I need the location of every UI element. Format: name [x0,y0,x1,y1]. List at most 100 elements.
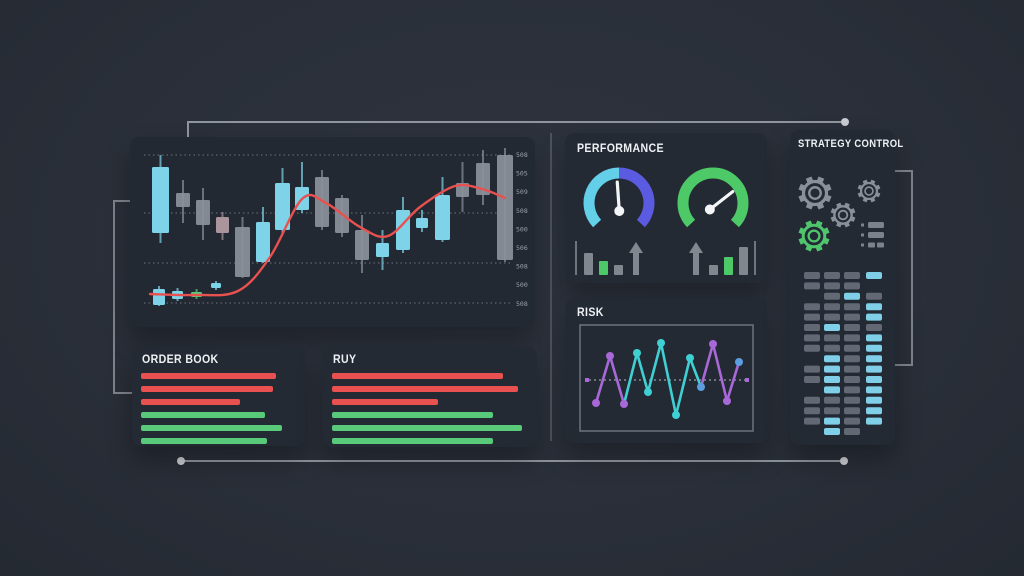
risk-line-segment [594,354,612,405]
mini-bar [709,265,718,275]
frame-top-dot [841,118,849,126]
strategy-grid-cell [804,407,820,415]
strategy-grid-cell [824,324,840,331]
strategy-grid-cell [824,396,840,404]
right-bracket-line [893,170,913,366]
risk-line-segment [635,351,650,394]
y-axis-label: 509 [516,188,528,196]
strategy-grid-cell [844,428,860,435]
risk-line-segment [688,356,703,389]
strategy-grid-cell [824,417,840,425]
depth-bar-red [141,399,241,405]
candle-body [216,217,229,233]
mini-bar [599,261,608,275]
buy-bars [332,373,528,451]
candlestick-chart-panel: 508 505 509 508 500 506 508 500 508 [130,137,535,327]
y-axis-label: 506 [516,244,528,252]
mini-bar-group [689,241,756,275]
candle-body [211,283,221,288]
strategy-grid-cell [824,365,840,373]
risk-data-point [672,411,680,419]
strategy-grid-cell [866,324,882,331]
strategy-control-panel: STRATEGY CONTROL [790,130,903,445]
depth-bar-red [141,373,276,379]
risk-line-segment [622,351,639,406]
candle-body [153,289,165,305]
strategy-grid-cell [804,365,820,373]
mini-bar [584,253,593,275]
risk-line-segment [659,341,678,417]
risk-data-point [592,399,600,407]
depth-bar-green [141,438,267,444]
strategy-grid-cell [866,355,882,363]
strategy-grid-cell [804,324,820,331]
risk-data-point [657,339,665,347]
candle-body [476,163,490,195]
depth-bar-green [332,412,493,418]
risk-line-segment [674,356,692,417]
risk-data-point [686,354,694,362]
depth-bar-red [332,399,438,405]
strategy-grid-cell [844,324,860,331]
y-axis-label: 500 [516,281,528,289]
buy-panel: RUY [323,347,537,447]
strategy-grid-cell [866,344,882,352]
strategy-grid-cell [844,365,860,373]
strategy-grid-cell [804,396,820,404]
depth-bar-red [141,386,273,392]
order-book-bars [141,373,296,451]
strategy-grid-cell [844,292,860,300]
candle-body [235,227,250,277]
risk-line-segment [608,354,626,406]
trend-line [148,183,507,297]
arrow-up-icon [689,242,703,275]
status-row [861,232,884,238]
status-row [861,222,884,228]
mini-bar [739,247,748,275]
y-axis-label: 505 [516,170,528,178]
order-book-panel: ORDER BOOK [132,347,305,446]
strategy-grid-cell [844,355,860,363]
candle-body [435,195,450,240]
strategy-grid-cell [824,344,840,352]
strategy-grid-cell [866,313,882,321]
gauge-needle [614,180,625,216]
strategy-grid-cell [866,303,882,311]
candle-body [275,183,290,230]
gear-icon[interactable] [857,179,881,203]
strategy-grid-cell [824,272,840,279]
risk-line-segment [725,360,741,403]
risk-data-point [644,388,652,396]
strategy-grid-cell [804,376,820,383]
candle-body [196,200,210,225]
depth-bar-green [141,412,265,418]
strategy-grid-cell [866,272,882,279]
frame-top-left-stub [187,121,189,139]
mini-bar [724,257,733,275]
risk-data-point [697,383,705,391]
baseline-end-marker [585,378,589,382]
performance-mini-bars [574,237,760,277]
risk-line-segment [646,341,663,394]
frame-bottom-right-dot [840,457,848,465]
risk-data-point [723,397,731,405]
strategy-grid-cell [824,334,840,342]
y-axis-label: 508 [516,263,528,271]
mini-bar-group [575,241,643,275]
frame-bottom-left-dot [177,457,185,465]
candle-body [456,183,469,197]
gear-icon[interactable] [798,220,830,252]
left-bracket-line [113,200,133,394]
risk-line-segment [711,342,729,403]
buy-title: RUY [333,354,357,366]
strategy-grid-cell [844,313,860,321]
strategy-grid-cell [824,355,840,363]
gear-icon[interactable] [830,202,856,228]
gear-icon[interactable] [798,176,832,210]
strategy-grid-cell [804,334,820,342]
candlestick-chart: 508 505 509 508 500 506 508 500 508 [144,148,528,308]
strategy-grid-cell [844,303,860,311]
candle-body [416,218,428,228]
strategy-grid-cell [824,292,840,300]
